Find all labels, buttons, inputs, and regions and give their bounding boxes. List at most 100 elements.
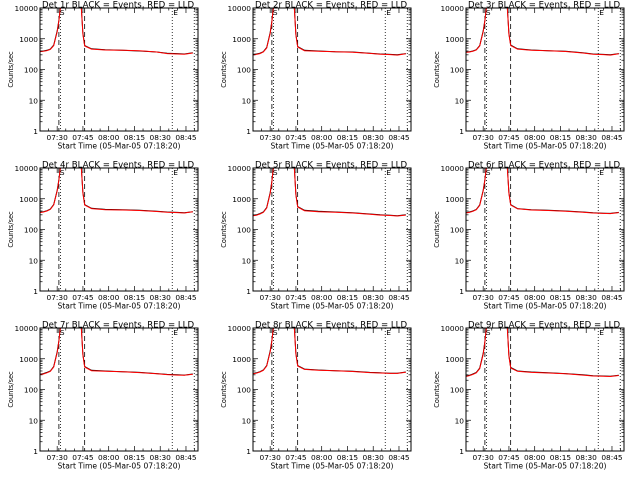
x-tick-label: 08:00 bbox=[98, 293, 120, 302]
start-marker-label: S bbox=[273, 168, 278, 177]
x-tick-label: 07:45 bbox=[498, 453, 520, 462]
end-marker-label: E bbox=[386, 328, 391, 337]
end-marker-label: E bbox=[386, 168, 391, 177]
x-tick-label: 08:00 bbox=[524, 293, 546, 302]
y-tick-label: 10000 bbox=[227, 164, 251, 173]
end-marker-label: E bbox=[173, 8, 178, 17]
x-tick-label: 07:30 bbox=[47, 293, 69, 302]
series-group bbox=[40, 168, 193, 214]
series-group bbox=[253, 8, 406, 56]
plot-frame bbox=[252, 7, 412, 132]
x-tick-label: 08:15 bbox=[550, 293, 572, 302]
x-tick-label: 08:30 bbox=[363, 453, 385, 462]
x-tick-label: 08:30 bbox=[150, 453, 172, 462]
series-group bbox=[40, 328, 193, 376]
y-tick-label: 10 bbox=[242, 416, 252, 425]
y-tick-label: 100 bbox=[450, 66, 464, 75]
x-axis-label: Start Time (05-Mar-05 07:18:20) bbox=[483, 302, 606, 311]
x-tick-label: 08:45 bbox=[175, 453, 197, 462]
x-tick-label: 08:15 bbox=[337, 133, 359, 142]
x-tick-label: 08:00 bbox=[98, 133, 120, 142]
series-group bbox=[253, 168, 406, 217]
x-axis-label: Start Time (05-Mar-05 07:18:20) bbox=[483, 142, 606, 151]
x-tick-label: 07:45 bbox=[72, 133, 94, 142]
y-axis-label: Counts/sec bbox=[7, 211, 15, 248]
y-axis-label: Counts/sec bbox=[7, 51, 15, 88]
y-tick-label: 10 bbox=[29, 256, 39, 265]
x-axis-label: Start Time (05-Mar-05 07:18:20) bbox=[270, 302, 393, 311]
y-tick-label: 10 bbox=[242, 96, 252, 105]
x-tick-label: 07:30 bbox=[260, 453, 282, 462]
plot-frame bbox=[39, 167, 199, 292]
y-tick-label: 1000 bbox=[232, 195, 251, 204]
x-tick-label: 07:45 bbox=[498, 133, 520, 142]
end-marker-label: E bbox=[599, 8, 604, 17]
x-tick-label: 08:15 bbox=[124, 453, 146, 462]
start-marker-label: S bbox=[486, 168, 491, 177]
x-tick-label: 08:30 bbox=[150, 293, 172, 302]
y-tick-label: 1000 bbox=[445, 355, 464, 364]
start-marker-label: S bbox=[60, 168, 65, 177]
panel-title: Det 9r BLACK = Events, RED = LLD bbox=[468, 321, 620, 331]
y-tick-label: 1 bbox=[246, 447, 251, 456]
lld-series-line bbox=[40, 328, 193, 376]
x-axis-label: Start Time (05-Mar-05 07:18:20) bbox=[270, 462, 393, 471]
start-marker-label: S bbox=[486, 8, 491, 17]
y-tick-label: 1000 bbox=[19, 195, 38, 204]
y-tick-label: 1000 bbox=[232, 35, 251, 44]
end-marker-label: E bbox=[386, 8, 391, 17]
start-marker-label: S bbox=[60, 328, 65, 337]
x-tick-label: 07:30 bbox=[473, 453, 495, 462]
x-tick-label: 08:45 bbox=[388, 453, 410, 462]
panel-title: Det 1r BLACK = Events, RED = LLD bbox=[42, 1, 194, 11]
y-axis-label: Counts/sec bbox=[7, 371, 15, 408]
x-tick-label: 07:30 bbox=[473, 293, 495, 302]
lld-series-line bbox=[40, 8, 193, 55]
lld-series-line bbox=[253, 168, 406, 217]
y-tick-label: 1 bbox=[33, 127, 38, 136]
plot-frame bbox=[252, 167, 412, 292]
y-axis-label: Counts/sec bbox=[433, 51, 441, 88]
y-axis-label: Counts/sec bbox=[220, 51, 228, 88]
y-tick-label: 100 bbox=[24, 66, 38, 75]
x-tick-label: 08:45 bbox=[388, 133, 410, 142]
x-tick-label: 07:30 bbox=[47, 133, 69, 142]
x-tick-label: 08:15 bbox=[337, 453, 359, 462]
x-tick-label: 08:15 bbox=[550, 453, 572, 462]
end-marker-label: E bbox=[599, 168, 604, 177]
y-tick-label: 10000 bbox=[440, 324, 464, 333]
x-tick-label: 07:45 bbox=[72, 453, 94, 462]
y-tick-label: 10 bbox=[29, 96, 39, 105]
x-tick-label: 07:30 bbox=[473, 133, 495, 142]
x-axis-label: Start Time (05-Mar-05 07:18:20) bbox=[483, 462, 606, 471]
y-tick-label: 10 bbox=[455, 96, 465, 105]
plot-frame bbox=[465, 7, 625, 132]
series-group bbox=[466, 328, 619, 378]
x-axis-label: Start Time (05-Mar-05 07:18:20) bbox=[57, 302, 180, 311]
panel-title: Det 8r BLACK = Events, RED = LLD bbox=[255, 321, 407, 331]
lld-series-line bbox=[253, 328, 406, 375]
y-tick-label: 1 bbox=[459, 127, 464, 136]
x-tick-label: 08:00 bbox=[311, 453, 333, 462]
panel-title: Det 7r BLACK = Events, RED = LLD bbox=[42, 321, 194, 331]
y-tick-label: 1000 bbox=[19, 35, 38, 44]
y-tick-label: 10000 bbox=[227, 324, 251, 333]
plot-frame bbox=[39, 327, 199, 452]
y-tick-label: 10000 bbox=[440, 4, 464, 13]
x-tick-label: 08:15 bbox=[337, 293, 359, 302]
y-tick-label: 100 bbox=[237, 386, 251, 395]
y-tick-label: 10000 bbox=[14, 324, 38, 333]
lld-series-line bbox=[40, 168, 193, 214]
y-tick-label: 10000 bbox=[14, 164, 38, 173]
x-tick-label: 07:30 bbox=[47, 453, 69, 462]
y-tick-label: 10 bbox=[455, 416, 465, 425]
x-tick-label: 08:00 bbox=[311, 133, 333, 142]
